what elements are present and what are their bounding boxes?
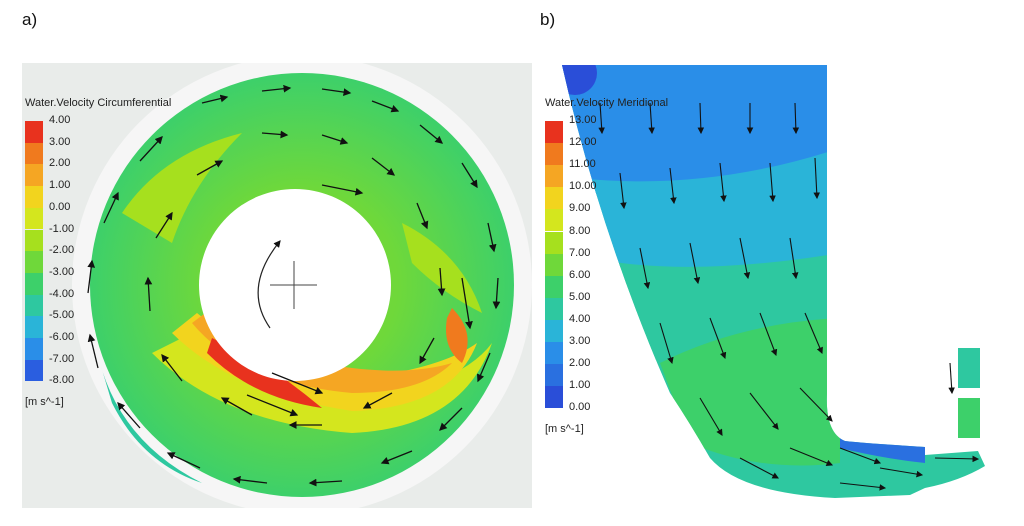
region-yellow — [152, 333, 492, 433]
legend-b-title: Water.Velocity Meridional — [545, 97, 669, 109]
legend-b-tick-label: 11.00 — [569, 158, 596, 171]
legend-a-tick-label: -4.00 — [49, 287, 75, 300]
legend-b-color-segment — [545, 231, 563, 254]
legend-b-color-segment — [545, 364, 563, 387]
velocity-vectors-a — [87, 84, 501, 487]
legend-a-tick-label: -1.00 — [49, 222, 75, 235]
rotation-arrow — [257, 240, 281, 329]
region-orange — [192, 308, 452, 393]
velocity-vectors-b — [598, 102, 980, 491]
legend-b-tick-label: 13.00 — [569, 114, 597, 126]
legend-a-color-segment — [25, 186, 43, 208]
legend-b-tick-label: 3.00 — [569, 335, 591, 347]
legend-a-color-segment — [25, 272, 43, 295]
legend-b-tick-label: 12.00 — [569, 136, 597, 149]
legend-a-tick-label: -2.00 — [49, 244, 75, 257]
band-blue — [562, 148, 840, 273]
legend-b-tick-label: 10.00 — [569, 180, 597, 193]
legend-a-tick-label: 0.00 — [49, 200, 71, 213]
legend-a-tick-label: 1.00 — [49, 179, 71, 192]
legend-b-tick-label: 4.00 — [569, 312, 591, 325]
legend-b-color-segment — [545, 209, 563, 232]
legend-a-color-segment — [25, 121, 43, 143]
legend-a-color-segment — [25, 338, 43, 360]
legend-a-tick-label: -8.00 — [49, 374, 75, 387]
legend-a-tick-label: -6.00 — [49, 331, 75, 343]
legend-b-tick-label: 7.00 — [569, 246, 591, 259]
legend-a-color-segment — [25, 142, 43, 165]
legend-a-color-segment — [25, 251, 43, 273]
legend-b-tick-label: 6.00 — [569, 268, 591, 281]
panel-label-a: a) — [22, 10, 38, 29]
band-green — [660, 318, 840, 466]
legend-b-color-segment — [545, 319, 563, 342]
legend-b-color-segment — [545, 386, 563, 409]
legend-b-color-segment — [545, 143, 563, 166]
blade-fragment-2 — [958, 398, 980, 438]
legend-a-color-segment — [25, 164, 43, 187]
legend-b-color-segment — [545, 253, 563, 276]
panel-label-b: b) — [540, 10, 556, 29]
legend-b-unit: [m s^-1] — [545, 423, 584, 435]
region-light-green-2 — [402, 223, 482, 313]
legend-a-tick-label: 3.00 — [49, 135, 71, 148]
legend-b-color-segment — [545, 297, 563, 320]
band-dark-blue — [562, 65, 840, 195]
legend-a-title: Water.Velocity Circumferential — [25, 97, 172, 109]
circumferential-velocity-plot — [22, 63, 532, 508]
legend-b-tick-label: 2.00 — [569, 357, 591, 370]
legend-a-color-segment — [25, 229, 43, 252]
legend-b-tick-label: 8.00 — [569, 224, 591, 237]
legend-b-color-segment — [545, 187, 563, 210]
legend-b-tick-label: 1.00 — [569, 379, 591, 392]
legend-a-tick-label: 2.00 — [49, 157, 71, 170]
legend-a-tick-label: -7.00 — [49, 352, 75, 365]
legend-a-color-segment — [25, 294, 43, 317]
region-orange-right — [446, 308, 468, 363]
legend-b-tick-label: 9.00 — [569, 202, 591, 215]
blade-fragment-1 — [958, 348, 980, 388]
legend-a-unit: [m s^-1] — [25, 396, 64, 408]
legend-b-color-segment — [545, 275, 563, 298]
legend-a-tick-label: -3.00 — [49, 265, 75, 278]
legend-a-color-segment — [25, 359, 43, 382]
legend-b-tick-label: 0.00 — [569, 401, 591, 414]
legend-a-color-segment — [25, 207, 43, 230]
legend-a-color-segment — [25, 316, 43, 338]
legend-a-tick-label: -5.00 — [49, 309, 75, 322]
legend-b-color-segment — [545, 121, 563, 144]
legend-a-tick-label: 4.00 — [49, 114, 71, 126]
legend-b-tick-label: 5.00 — [569, 290, 591, 303]
region-light-green — [122, 133, 242, 243]
legend-b-color-segment — [545, 342, 563, 365]
legend-b-color-segment — [545, 165, 563, 188]
meridional-velocity-plot — [562, 65, 985, 498]
